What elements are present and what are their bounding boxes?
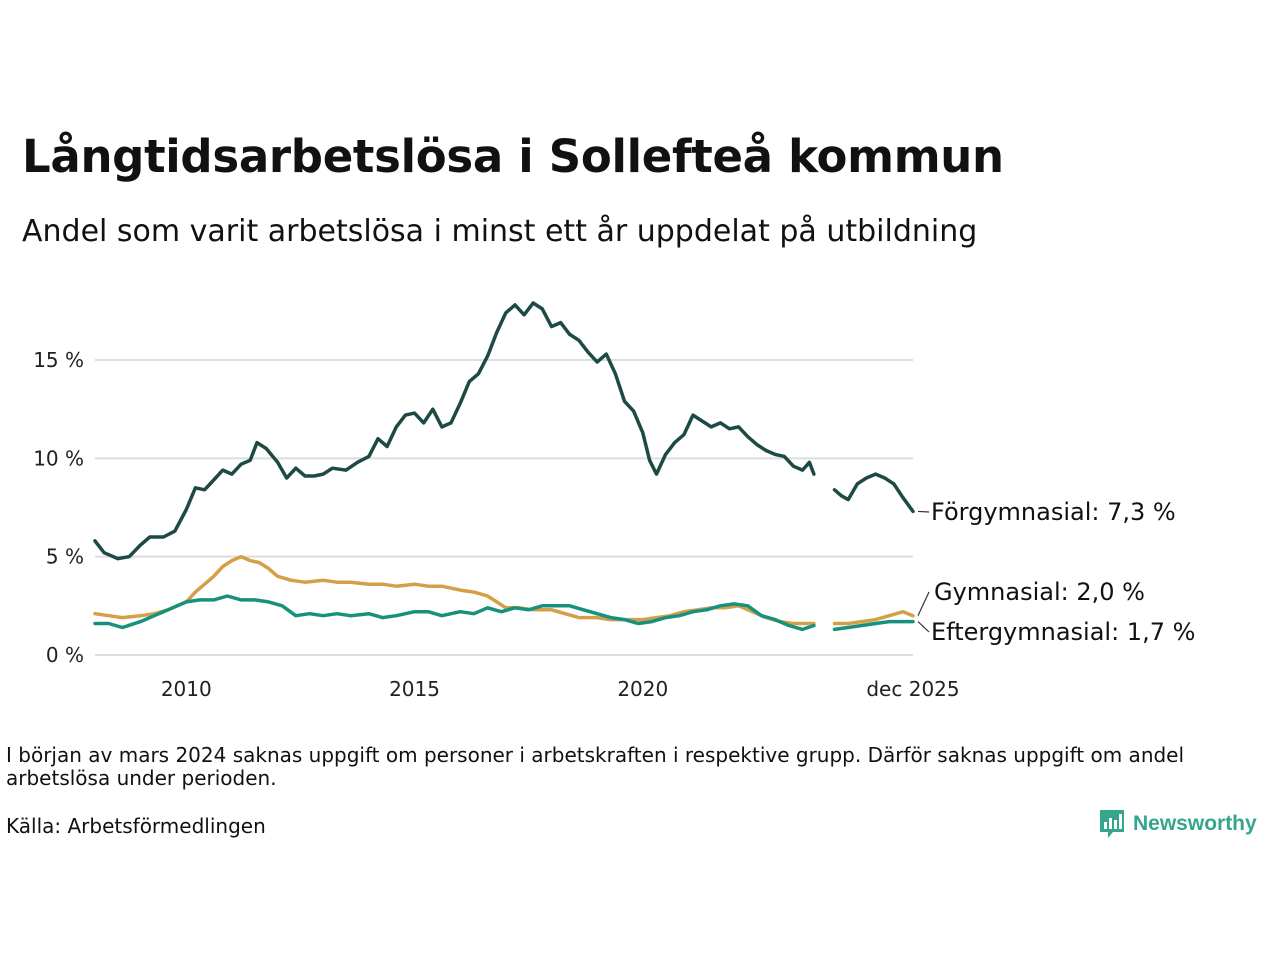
x-tick-label: 2015: [389, 677, 440, 700]
series-line-gymnasial-2: [832, 609, 915, 626]
y-tick-label: 10 %: [33, 446, 84, 470]
series-label-förgymnasial: Förgymnasial: 7,3 %: [931, 498, 1176, 526]
y-axis-ticks: 0 % 5 % 10 % 15 %: [33, 348, 84, 667]
gridlines: [95, 359, 913, 656]
series-line-eftergymnasial-1: [93, 594, 816, 632]
newsworthy-logo-icon: [1100, 810, 1124, 838]
series-line-eftergymnasial-2: [832, 619, 915, 632]
y-tick-label: 5 %: [46, 545, 84, 569]
chart-title: Långtidsarbetslösa i Sollefteå kommun: [22, 130, 1004, 183]
leader-line-gymnasial: [917, 591, 930, 616]
y-tick-label: 0 %: [46, 643, 84, 667]
y-tick-label: 15 %: [33, 348, 84, 372]
series-label-gymnasial: Gymnasial: 2,0 %: [934, 578, 1145, 606]
x-tick-label: 2020: [617, 677, 668, 700]
series-label-eftergymnasial: Eftergymnasial: 1,7 %: [931, 618, 1195, 646]
series-lines: [93, 301, 915, 632]
series-end-labels: Förgymnasial: 7,3 % Gymnasial: 2,0 % Efter…: [917, 498, 1195, 646]
chart-subtitle: Andel som varit arbetslösa i minst ett å…: [22, 214, 978, 249]
leader-line-eftergymnasial: [917, 621, 930, 633]
source-credit: Källa: Arbetsförmedlingen: [6, 814, 266, 838]
line-chart: 0 % 5 % 10 % 15 % 2010 2015 2020 dec 2025 Förg…: [33, 301, 1195, 700]
x-axis-ticks: 2010 2015 2020 dec 2025: [161, 677, 960, 700]
newsworthy-logo-text: Newsworthy: [1133, 812, 1257, 835]
leader-line-förgymnasial: [917, 510, 930, 513]
newsworthy-logo[interactable]: Newsworthy: [1098, 808, 1257, 840]
series-line-förgymnasial-2: [832, 472, 915, 514]
x-tick-label: dec 2025: [866, 677, 959, 700]
x-tick-label: 2010: [161, 677, 212, 700]
footnote: I början av mars 2024 saknas uppgift om …: [6, 743, 1185, 790]
series-line-förgymnasial-1: [93, 301, 816, 561]
